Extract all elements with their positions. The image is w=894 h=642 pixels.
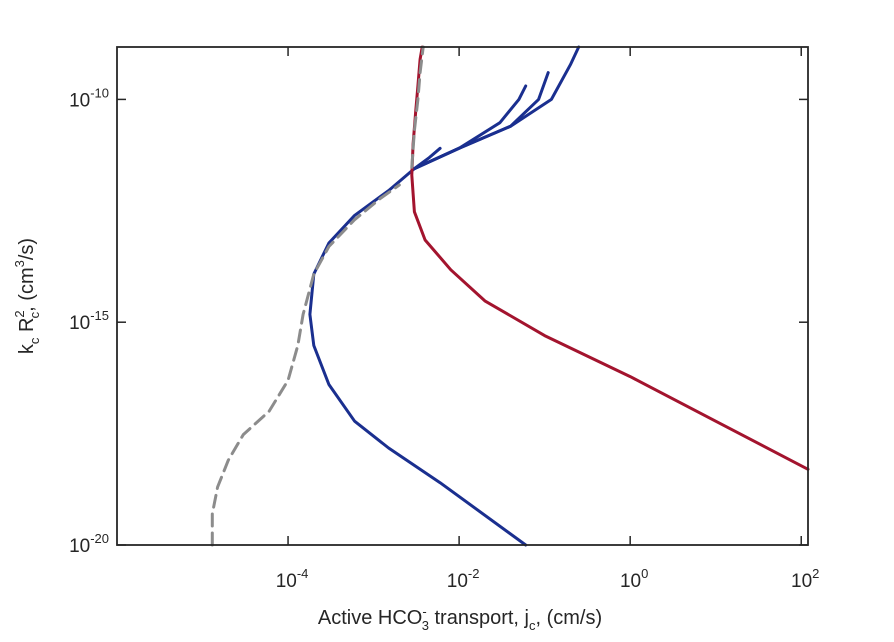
series-line-5 (410, 45, 810, 471)
series-line-6 (210, 183, 401, 547)
x-tick-label: 102 (791, 566, 819, 592)
y-axis-label: kc R2c, (cm3/s) (12, 238, 42, 354)
x-tick-label: 10-4 (276, 566, 309, 592)
y-tick-label: 10-15 (69, 308, 109, 334)
series-lines (210, 45, 810, 547)
series-line-3 (412, 84, 528, 171)
y-tick-label: 10-10 (69, 85, 109, 111)
series-line-4 (412, 146, 442, 171)
series-line-1 (308, 45, 581, 547)
x-tick-label: 10-2 (447, 566, 480, 592)
x-tick-label: 100 (620, 566, 648, 592)
series-line-7 (410, 45, 425, 169)
x-axis-label: Active HCO-3 transport, jc, (cm/s) (318, 604, 602, 633)
axis-ticks: 10-4 10-2 100 102 10-10 10-15 10-20 (69, 47, 819, 592)
y-tick-label: 10-20 (69, 531, 109, 557)
plot-frame (116, 46, 809, 546)
